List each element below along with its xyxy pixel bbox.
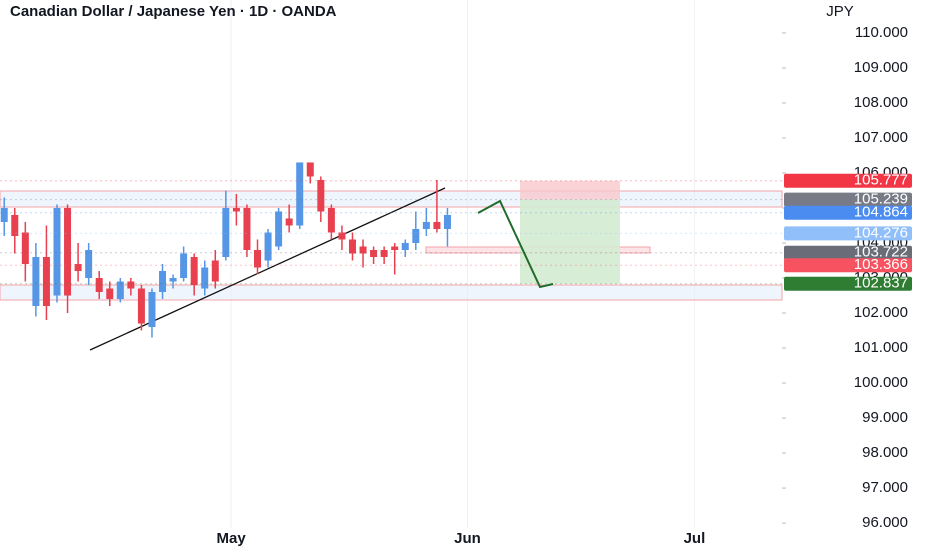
grid (230, 0, 695, 528)
candle-body (338, 232, 346, 240)
candle-body (422, 221, 430, 229)
candle-body (159, 271, 167, 293)
candle-body (85, 249, 93, 279)
candle-body (285, 218, 293, 226)
candle-body (317, 179, 325, 212)
x-tick-label: Jun (454, 530, 481, 547)
candle-body (116, 281, 124, 300)
candle-body (306, 162, 314, 177)
candle-body (42, 256, 50, 307)
candle-body (32, 256, 40, 307)
price-label-box (784, 226, 912, 241)
candle-body (201, 267, 209, 289)
price-label-box (784, 258, 912, 273)
candle-body (264, 232, 272, 261)
candle-body (95, 278, 103, 293)
candle-body (348, 239, 356, 254)
candle-body (243, 207, 251, 250)
candle-body (211, 260, 219, 282)
candle-body (53, 207, 61, 296)
candle-body (180, 253, 188, 279)
price-label-box (784, 205, 912, 220)
price-label: 105.239 (854, 191, 908, 208)
candle-body (370, 249, 378, 257)
candle-body (74, 264, 82, 272)
candle-body (106, 288, 114, 300)
candle-body (412, 228, 420, 243)
y-tick-label: 107.000 (854, 129, 908, 146)
candles (0, 162, 451, 338)
y-tick-label: 96.000 (862, 514, 908, 531)
price-label-box (784, 245, 912, 260)
candle-body (64, 207, 72, 296)
candle-body (169, 278, 177, 282)
y-tick-label: 108.000 (854, 94, 908, 111)
price-axis: May Jun Jul 96.000 97.000 98.000 99.000 100.000… (0, 24, 912, 547)
candle-body (296, 162, 304, 226)
price-label-box (784, 276, 912, 291)
x-tick-label: Jul (684, 530, 706, 547)
candle-body (443, 214, 451, 229)
x-tick-label: May (217, 530, 247, 547)
y-tick-label: 98.000 (862, 444, 908, 461)
candle-body (190, 256, 198, 286)
y-tick-label: 109.000 (854, 59, 908, 76)
candle-body (359, 246, 367, 254)
y-tick-label: 101.000 (854, 339, 908, 356)
target-zone (520, 199, 620, 284)
price-label: 102.837 (854, 275, 908, 292)
position-tool (520, 180, 620, 284)
stop-zone (520, 180, 620, 200)
y-tick-label: 100.000 (854, 374, 908, 391)
candle-body (148, 292, 156, 328)
axis-unit: JPY (826, 3, 854, 20)
y-tick-label: 110.000 (855, 24, 908, 41)
price-label-box (784, 173, 912, 188)
candle-body (11, 214, 19, 236)
projection-arrow (477, 199, 554, 289)
price-label: 104.276 (854, 224, 908, 241)
candle-body (232, 207, 240, 212)
candle-body (391, 246, 399, 250)
y-tick-label: 102.000 (854, 304, 908, 321)
price-label: 103.722 (854, 244, 908, 261)
candle-body (137, 288, 145, 324)
price-label: 105.777 (854, 172, 908, 189)
candle-body (380, 249, 388, 257)
price-label: 104.864 (854, 204, 908, 221)
candle-body (0, 207, 8, 222)
candle-body (21, 232, 29, 264)
support-zone (0, 284, 783, 301)
price-label-box (784, 192, 912, 207)
candle-body (433, 221, 441, 229)
candle-body (275, 211, 283, 247)
candle-body (254, 249, 262, 268)
y-tick-label: 99.000 (862, 409, 908, 426)
candle-body (401, 242, 409, 250)
candle-body (327, 207, 335, 233)
resistance-zone (0, 190, 783, 208)
candle-body (127, 281, 135, 289)
chart-title: Canadian Dollar / Japanese Yen · 1D · OA… (10, 3, 337, 20)
price-label: 103.366 (854, 256, 908, 273)
y-tick-label: 97.000 (862, 479, 908, 496)
candle-body (222, 207, 230, 257)
